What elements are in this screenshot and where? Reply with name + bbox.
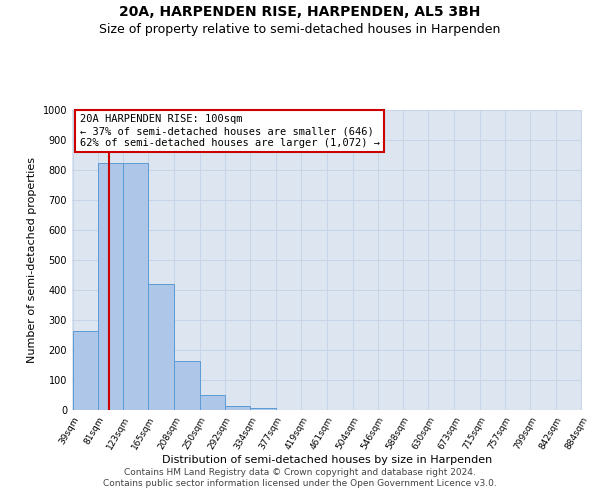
Bar xyxy=(175,360,200,410)
Bar xyxy=(73,330,98,410)
Text: 20A, HARPENDEN RISE, HARPENDEN, AL5 3BH: 20A, HARPENDEN RISE, HARPENDEN, AL5 3BH xyxy=(119,5,481,19)
Bar xyxy=(148,284,175,410)
Bar xyxy=(250,408,276,410)
Bar xyxy=(98,162,123,410)
Text: Size of property relative to semi-detached houses in Harpenden: Size of property relative to semi-detach… xyxy=(100,22,500,36)
Text: Distribution of semi-detached houses by size in Harpenden: Distribution of semi-detached houses by … xyxy=(162,455,492,465)
Bar xyxy=(123,162,148,410)
Text: Contains HM Land Registry data © Crown copyright and database right 2024.
Contai: Contains HM Land Registry data © Crown c… xyxy=(103,468,497,487)
Bar xyxy=(200,395,225,410)
Bar xyxy=(225,406,250,410)
Text: 20A HARPENDEN RISE: 100sqm
← 37% of semi-detached houses are smaller (646)
62% o: 20A HARPENDEN RISE: 100sqm ← 37% of semi… xyxy=(80,114,380,148)
Y-axis label: Number of semi-detached properties: Number of semi-detached properties xyxy=(27,157,37,363)
